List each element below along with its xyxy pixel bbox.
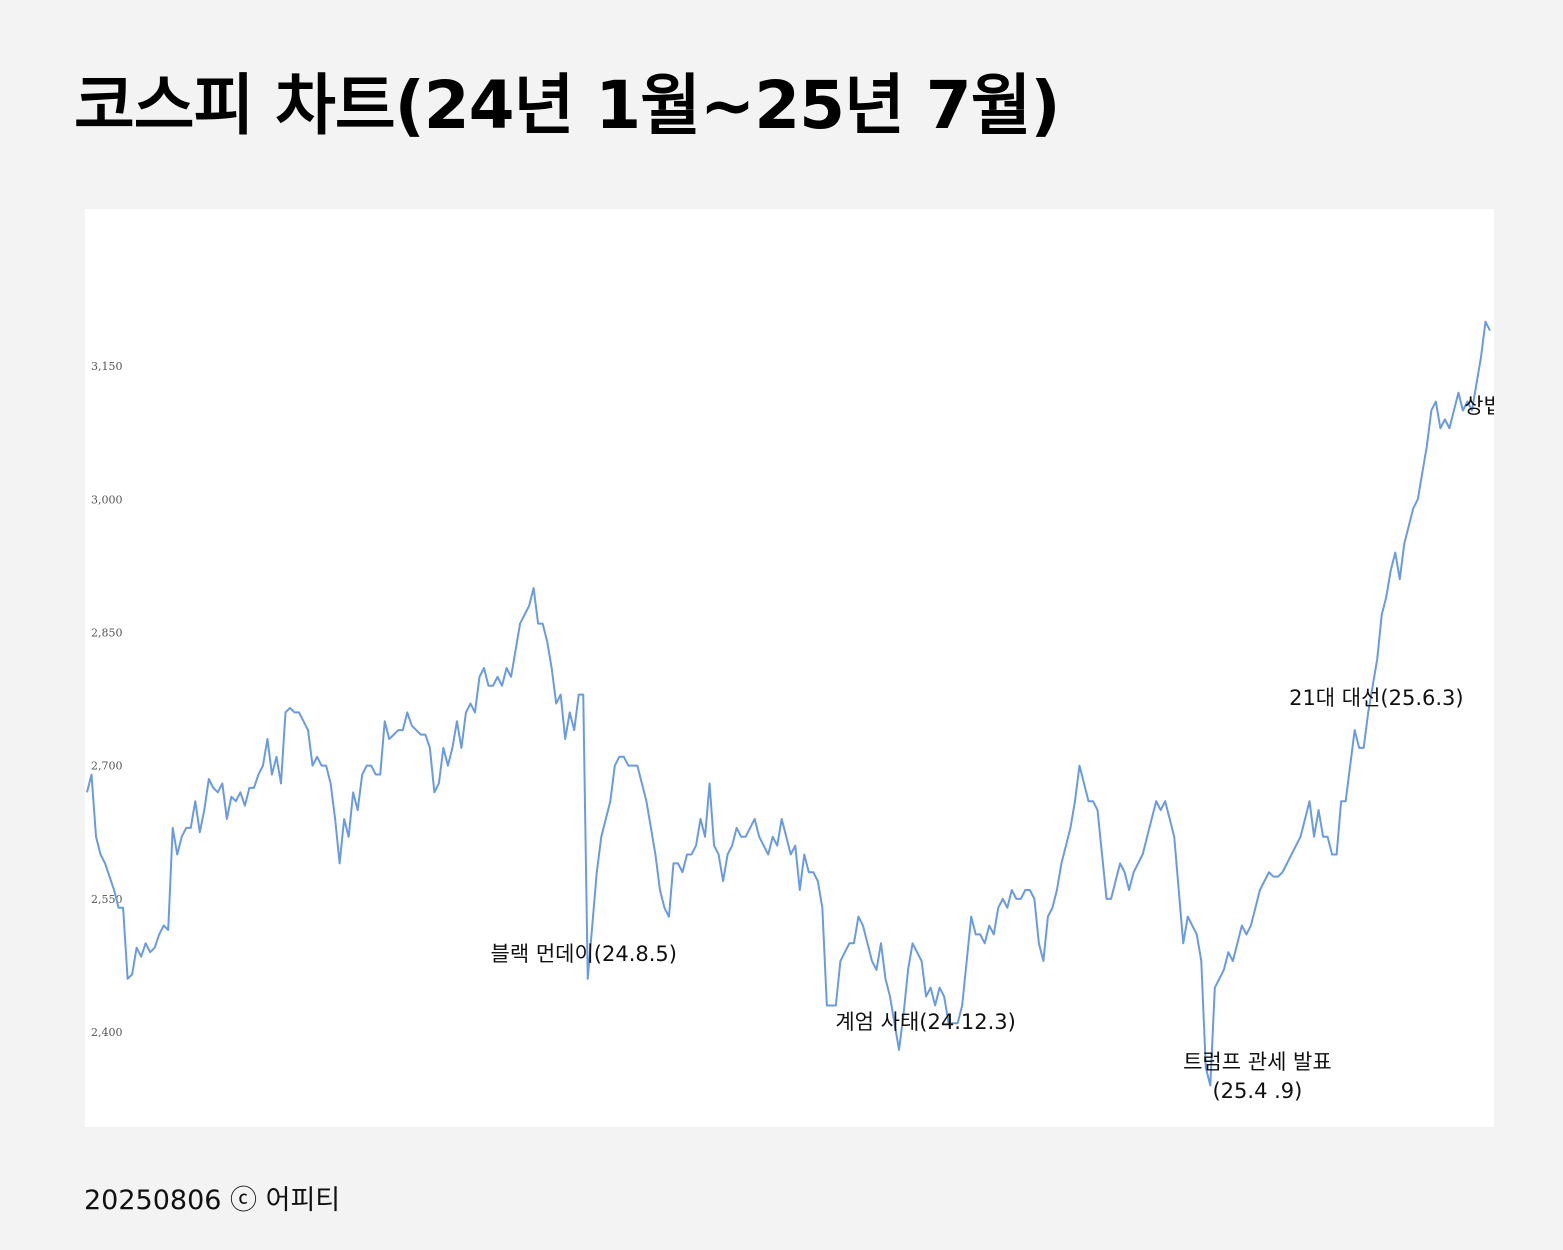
footer-author: 어피티 xyxy=(265,1185,341,1216)
event-annotation-date: (25.4 .9) xyxy=(1212,1079,1302,1103)
event-annotation: 상법개정안 통과 xyxy=(1464,394,1494,418)
event-annotation: 계엄 사태(24.12.3) xyxy=(835,1010,1016,1034)
y-tick-label: 3,000 xyxy=(91,493,123,506)
footer: 20250806 ⓒ 어피티 xyxy=(84,1178,340,1217)
y-tick-label: 2,700 xyxy=(91,760,123,773)
y-tick-label: 3,150 xyxy=(91,360,123,373)
copyright-icon: ⓒ xyxy=(230,1185,258,1216)
y-tick-label: 2,850 xyxy=(91,626,123,639)
event-annotation: 트럼프 관세 발표 xyxy=(1183,1050,1332,1074)
kospi-line-chart: 2,400 2,550 2,700 2,850 3,000 3,150 블랙 먼데이(24.… xyxy=(85,209,1494,1127)
event-annotation: 블랙 먼데이(24.8.5) xyxy=(491,942,677,966)
y-tick-label: 2,400 xyxy=(91,1026,123,1039)
footer-date: 20250806 xyxy=(84,1185,222,1216)
page-title: 코스피 차트(24년 1월~25년 7월) xyxy=(74,67,1061,144)
kospi-series-line xyxy=(86,320,1491,1087)
event-annotation: 21대 대선(25.6.3) xyxy=(1289,686,1464,710)
